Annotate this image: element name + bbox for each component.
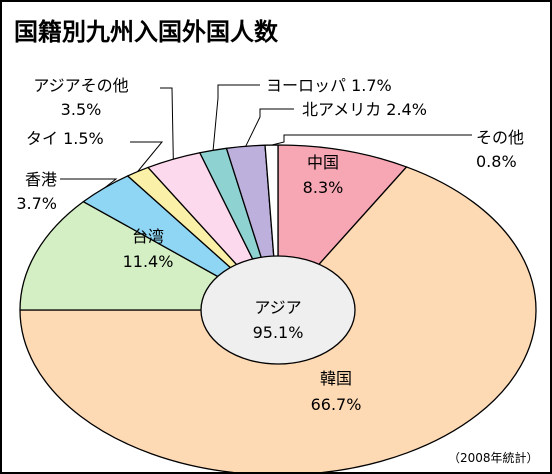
label-香港: 香港: [25, 170, 57, 189]
leader-香港: [60, 178, 118, 189]
leader-タイ: [130, 141, 164, 172]
value-台湾: 11.4%: [123, 252, 174, 271]
value-アジアその他: 3.5%: [61, 100, 102, 119]
label-台湾: 台湾: [132, 227, 164, 246]
leader-lines: [60, 84, 472, 189]
value-韓国: 66.7%: [311, 395, 362, 414]
value-中国: 8.3%: [303, 178, 344, 197]
value-inner-asia: 95.1%: [253, 323, 304, 342]
label-中国: 中国: [307, 153, 339, 172]
label-タイ: タイ 1.5%: [26, 129, 104, 148]
label-北アメリカ: 北アメリカ 2.4%: [302, 100, 427, 119]
leader-ヨーロッパ: [212, 84, 260, 151]
label-その他: その他: [476, 128, 524, 147]
label-inner-asia: アジア: [254, 298, 301, 317]
value-香港: 3.7%: [16, 194, 57, 213]
slice-group: [19, 144, 537, 472]
label-アジアその他: アジアその他: [33, 76, 128, 95]
leader-アジアその他: [160, 87, 174, 160]
label-韓国: 韓国: [320, 369, 352, 388]
leader-その他: [271, 134, 472, 146]
chart-note: （2008年統計）: [448, 450, 539, 465]
label-ヨーロッパ: ヨーロッパ 1.7%: [266, 76, 392, 95]
chart-title: 国籍別九州入国外国人数: [14, 18, 279, 46]
leader-北アメリカ: [245, 108, 294, 147]
inner-asia-circle: [200, 255, 356, 365]
value-その他: 0.8%: [476, 152, 517, 171]
